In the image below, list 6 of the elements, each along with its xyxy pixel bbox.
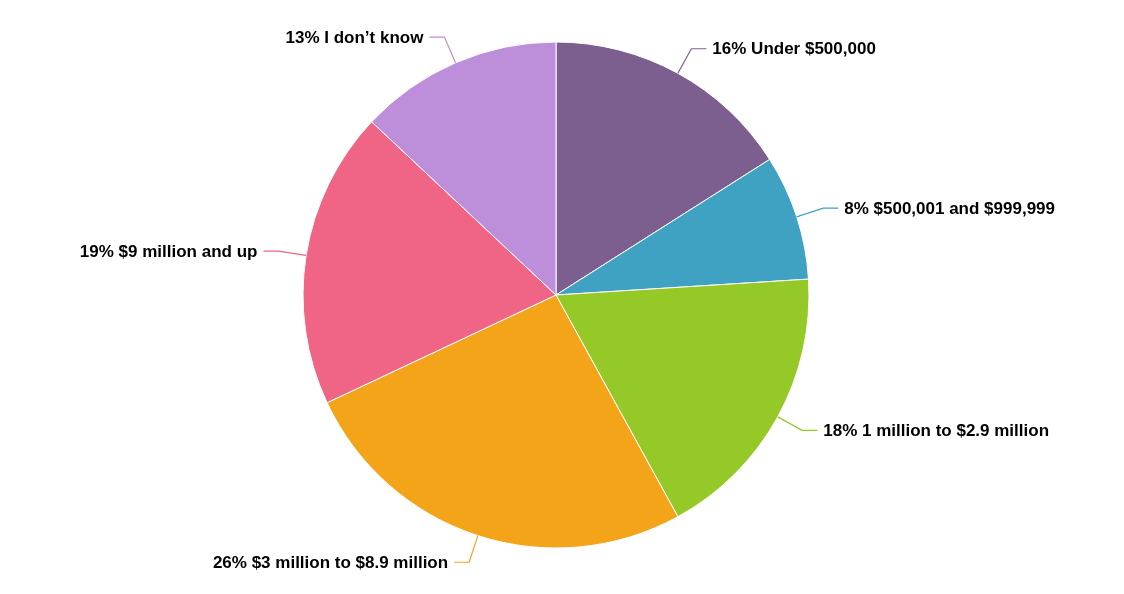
slice-label: 18% 1 million to $2.9 million	[823, 420, 1050, 440]
slice-label: 16% Under $500,000	[712, 39, 876, 59]
slice-label: 13% I don’t know	[285, 27, 425, 47]
slice-label: 19% $9 million and up	[79, 241, 258, 261]
slice-label: 8% $500,001 and $999,999	[844, 198, 1056, 218]
slice-label: 26% $3 million to $8.9 million	[212, 552, 449, 572]
